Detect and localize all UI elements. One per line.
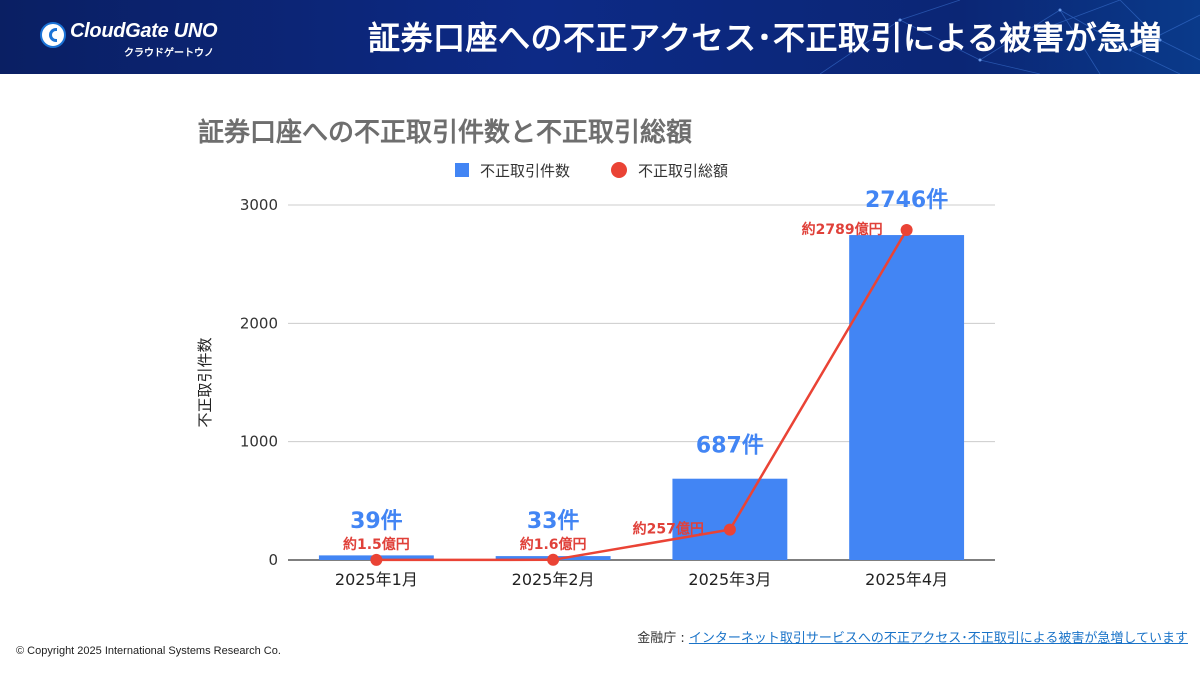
bar: [849, 235, 965, 560]
logo-text: CloudGate UNO: [70, 20, 218, 42]
source-citation: 金融庁 : インターネット取引サービスへの不正アクセス･不正取引による被害が急増…: [637, 627, 1188, 646]
line-data-label: 約2789億円: [802, 221, 883, 238]
header-banner: CloudGate UNO クラウドゲートウノ 証券口座への不正アクセス･不正取…: [0, 0, 1200, 74]
logo-subtext: クラウドゲートウノ: [124, 48, 214, 59]
line-data-label: 約1.5億円: [343, 536, 410, 553]
chart-title: 証券口座への不正取引件数と不正取引総額: [198, 118, 693, 148]
y-axis-label: 不正取引件数: [196, 337, 214, 427]
legend-swatch-line: [611, 162, 627, 178]
logo-mark-icon: [40, 22, 66, 48]
bar-data-label: 33件: [527, 509, 580, 534]
page-title: 証券口座への不正アクセス･不正取引による被害が急増: [368, 19, 1162, 57]
bar-data-label: 39件: [350, 509, 403, 534]
x-tick-label: 2025年3月: [688, 570, 771, 589]
line-point: [900, 223, 913, 236]
source-prefix: 金融庁 :: [637, 631, 689, 646]
line-data-label: 約257億円: [633, 521, 704, 538]
y-tick-label: 2000: [240, 314, 278, 332]
x-tick-label: 2025年4月: [865, 570, 948, 589]
y-tick-label: 0: [268, 551, 278, 569]
line-data-label: 約1.6億円: [520, 536, 587, 553]
bar-data-label: 2746件: [865, 188, 948, 213]
x-tick-label: 2025年2月: [512, 570, 595, 589]
y-tick-label: 3000: [240, 196, 278, 214]
line-series-path: [376, 229, 908, 562]
legend-label: 不正取引件数: [480, 162, 570, 180]
source-link[interactable]: インターネット取引サービスへの不正アクセス･不正取引による被害が急増しています: [688, 631, 1188, 646]
line-point: [547, 553, 560, 566]
y-tick-label: 1000: [240, 433, 278, 451]
x-tick-label: 2025年1月: [335, 570, 418, 589]
legend-swatch-bar: [455, 163, 469, 177]
line-point: [723, 523, 736, 536]
legend-label: 不正取引総額: [638, 162, 728, 180]
network-decoration: [819, 0, 1200, 74]
bar-data-label: 687件: [696, 434, 764, 459]
copyright: © Copyright 2025 International Systems R…: [16, 645, 281, 657]
line-point: [370, 553, 383, 566]
bar: [672, 478, 788, 560]
